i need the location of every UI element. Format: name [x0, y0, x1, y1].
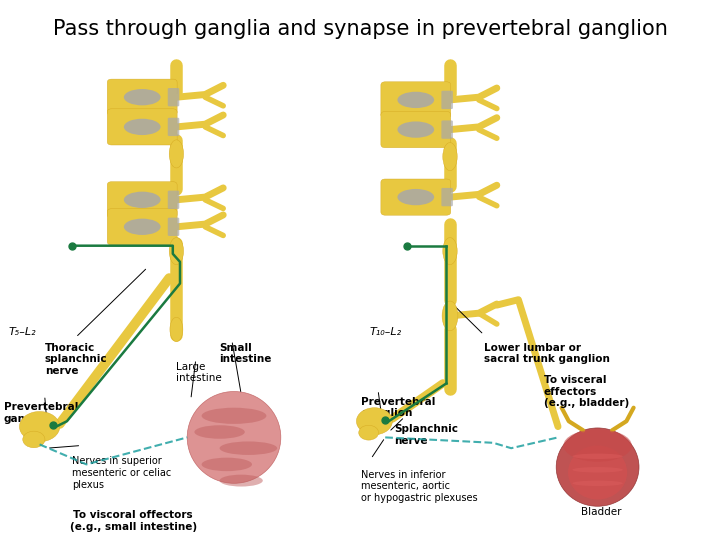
Ellipse shape: [572, 467, 623, 472]
Ellipse shape: [120, 235, 134, 244]
Ellipse shape: [572, 481, 623, 486]
Text: T₅–L₂: T₅–L₂: [9, 327, 36, 337]
Ellipse shape: [150, 135, 164, 144]
Ellipse shape: [202, 408, 266, 424]
Ellipse shape: [120, 80, 134, 89]
Ellipse shape: [187, 392, 281, 483]
Ellipse shape: [442, 301, 458, 330]
Ellipse shape: [394, 138, 408, 146]
Ellipse shape: [394, 180, 408, 189]
FancyBboxPatch shape: [381, 179, 451, 215]
Ellipse shape: [443, 238, 457, 265]
Ellipse shape: [194, 426, 245, 438]
Ellipse shape: [397, 92, 434, 108]
Ellipse shape: [120, 105, 134, 114]
FancyBboxPatch shape: [441, 120, 453, 139]
Circle shape: [23, 431, 45, 448]
Ellipse shape: [202, 457, 252, 471]
Text: Prevertebral
ganglion: Prevertebral ganglion: [361, 397, 436, 418]
FancyBboxPatch shape: [107, 79, 177, 115]
Ellipse shape: [150, 235, 164, 244]
Ellipse shape: [120, 208, 134, 217]
Ellipse shape: [394, 108, 408, 117]
FancyBboxPatch shape: [168, 118, 179, 136]
Ellipse shape: [124, 89, 161, 105]
Circle shape: [19, 411, 60, 442]
Ellipse shape: [120, 110, 134, 119]
FancyBboxPatch shape: [107, 181, 177, 218]
Ellipse shape: [572, 454, 623, 459]
FancyBboxPatch shape: [441, 188, 453, 206]
Text: Small
intestine: Small intestine: [220, 343, 272, 364]
Ellipse shape: [424, 83, 438, 92]
Ellipse shape: [150, 80, 164, 89]
Ellipse shape: [557, 428, 639, 507]
Text: Thoracic
splanchnic
nerve: Thoracic splanchnic nerve: [45, 343, 107, 376]
Ellipse shape: [120, 210, 134, 219]
FancyBboxPatch shape: [381, 82, 451, 118]
FancyBboxPatch shape: [168, 88, 179, 106]
Ellipse shape: [120, 135, 134, 144]
FancyBboxPatch shape: [441, 91, 453, 109]
Ellipse shape: [563, 429, 632, 462]
Ellipse shape: [220, 475, 263, 487]
Ellipse shape: [424, 205, 438, 214]
Ellipse shape: [397, 122, 434, 138]
Ellipse shape: [220, 442, 277, 455]
Text: To visceral
effectors
(e.g., bladder): To visceral effectors (e.g., bladder): [544, 375, 629, 408]
Text: Pass through ganglia and synapse in prevertebral ganglion: Pass through ganglia and synapse in prev…: [53, 19, 667, 39]
Text: T₁₀–L₂: T₁₀–L₂: [369, 327, 402, 337]
Ellipse shape: [120, 183, 134, 192]
Text: To viscoral offectors
(e.g., small intestine): To viscoral offectors (e.g., small intes…: [70, 510, 197, 532]
Ellipse shape: [150, 105, 164, 114]
Ellipse shape: [568, 446, 627, 500]
Ellipse shape: [124, 119, 161, 135]
Text: Nerves in superior
mesenteric or celiac
plexus: Nerves in superior mesenteric or celiac …: [72, 456, 171, 489]
Ellipse shape: [124, 192, 161, 208]
Circle shape: [359, 426, 379, 440]
Text: Bladder: Bladder: [581, 507, 621, 517]
Ellipse shape: [394, 113, 408, 122]
Ellipse shape: [397, 189, 434, 205]
Text: Lower lumbar or
sacral trunk ganglion: Lower lumbar or sacral trunk ganglion: [484, 343, 610, 364]
Text: Nerves in inferior
mesenteric, aortic
or hypogastric plexuses: Nerves in inferior mesenteric, aortic or…: [361, 470, 478, 503]
FancyBboxPatch shape: [381, 111, 451, 147]
Text: Prevertebral
ganglion: Prevertebral ganglion: [4, 402, 78, 424]
Ellipse shape: [394, 205, 408, 214]
Ellipse shape: [124, 219, 161, 235]
FancyBboxPatch shape: [168, 218, 179, 236]
FancyBboxPatch shape: [168, 191, 179, 209]
Ellipse shape: [150, 183, 164, 192]
Ellipse shape: [169, 238, 184, 265]
Text: Splanchnic
nerve: Splanchnic nerve: [395, 424, 459, 446]
Ellipse shape: [394, 83, 408, 92]
Ellipse shape: [424, 138, 438, 146]
Ellipse shape: [424, 180, 438, 189]
Ellipse shape: [424, 108, 438, 117]
Circle shape: [356, 408, 392, 435]
Ellipse shape: [424, 113, 438, 122]
Ellipse shape: [150, 210, 164, 219]
Ellipse shape: [169, 140, 184, 168]
FancyBboxPatch shape: [107, 109, 177, 145]
Ellipse shape: [150, 110, 164, 119]
Text: Large
intestine: Large intestine: [176, 362, 222, 383]
Ellipse shape: [170, 317, 183, 342]
Ellipse shape: [443, 143, 457, 171]
Ellipse shape: [150, 208, 164, 217]
FancyBboxPatch shape: [107, 209, 177, 245]
